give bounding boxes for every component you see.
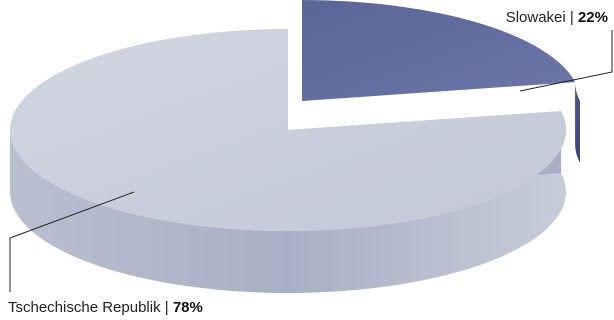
leader-line-slowakei (519, 30, 613, 92)
label-separator-symbol: | (570, 9, 574, 26)
slice-label-tschechische-republik: Tschechische Republik | 78% (8, 299, 203, 316)
label-separator-symbol: | (165, 299, 169, 316)
pie-slice-slowakei (302, 0, 576, 101)
pie-slice-side-tschechische-republik (10, 111, 566, 293)
slice-value-tschechische-republik: 78% (173, 299, 203, 316)
slice-name-slowakei: Slowakei (506, 9, 566, 26)
leader-line-tschechische-republik (9, 191, 135, 292)
pie-slice-side-slowakei (575, 82, 580, 163)
slice-name-tschechische-republik: Tschechische Republik (8, 299, 161, 316)
pie-slice-tschechische-republik (10, 29, 567, 232)
slice-value-slowakei: 22% (578, 9, 608, 26)
slice-label-slowakei: Slowakei | 22% (506, 9, 608, 26)
